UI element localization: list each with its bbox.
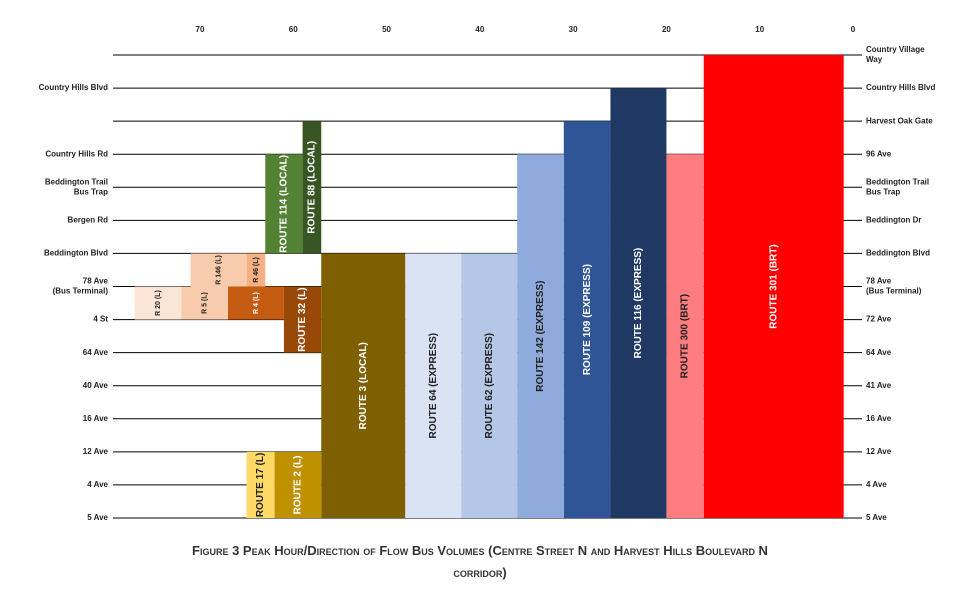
- left-stop-label: 64 Ave: [83, 348, 109, 357]
- right-stop-label: 64 Ave: [866, 348, 892, 357]
- right-stop-label: Harvest Oak Gate: [866, 116, 933, 125]
- route-bar: [246, 451, 275, 518]
- route-label: ROUTE 17 (L): [255, 453, 266, 517]
- left-stop-label: 12 Ave: [83, 447, 109, 456]
- route-bar: [461, 253, 518, 518]
- route-bar: [283, 286, 322, 353]
- x-tick-label: 30: [569, 25, 578, 34]
- route-label: ROUTE 88 (LOCAL): [307, 141, 318, 234]
- route-label: ROUTE 300 (BRT): [680, 294, 691, 378]
- route-label: ROUTE 62 (EXPRESS): [484, 333, 495, 439]
- x-tick-label: 50: [382, 25, 391, 34]
- route-bar: [134, 286, 182, 320]
- route-label: ROUTE 142 (EXPRESS): [535, 281, 546, 392]
- right-stop-label: 96 Ave: [866, 149, 892, 158]
- chart-title: Figure 3 Peak Hour/Direction of Flow Bus…: [192, 543, 768, 580]
- route-label: R 46 (L): [253, 257, 260, 283]
- left-stop-label: 4 Ave: [87, 480, 108, 489]
- route-label: ROUTE 114 (LOCAL): [279, 155, 290, 253]
- route-bar: [274, 451, 322, 518]
- left-stop-label: 40 Ave: [83, 381, 109, 390]
- route-bar: [610, 88, 667, 519]
- right-stop-label: Beddington Dr: [866, 215, 922, 224]
- left-stop-label: Country Hills Rd: [45, 149, 108, 158]
- right-stop-label: Beddington Trail Bus Trap: [866, 177, 929, 196]
- x-tick-label: 10: [755, 25, 764, 34]
- right-stop-label: 78 Ave (Bus Terminal): [866, 277, 922, 296]
- route-bar: [227, 286, 284, 320]
- route-label: ROUTE 3 (LOCAL): [358, 342, 369, 429]
- left-stop-label: 16 Ave: [83, 414, 109, 423]
- x-tick-label: 20: [662, 25, 671, 34]
- route-bar: [517, 154, 564, 518]
- right-stop-label: 41 Ave: [866, 381, 892, 390]
- x-tick-label: 40: [475, 25, 484, 34]
- right-stop-label: Country Village Way: [866, 45, 925, 64]
- route-bar: [265, 154, 303, 254]
- route-label: R 20 (L): [155, 290, 162, 316]
- x-tick-label: 0: [851, 25, 856, 34]
- route-label: ROUTE 32 (L): [297, 287, 308, 351]
- route-bar: [302, 121, 322, 254]
- chart: 70 60 50 40 30 20 10 0 Country Village Way Country…: [39, 25, 936, 522]
- right-stop-label: 72 Ave: [866, 315, 892, 324]
- left-stop-label: Beddington Trail Bus Trap: [45, 177, 108, 196]
- right-stop-label: 5 Ave: [866, 513, 887, 522]
- route-bar: [190, 253, 247, 287]
- route-bar: [666, 154, 704, 518]
- route-label: ROUTE 64 (EXPRESS): [428, 333, 439, 439]
- left-stop-label: 4 St: [93, 315, 108, 324]
- route-bar: [703, 55, 844, 518]
- route-bar: [181, 286, 228, 320]
- route-label: ROUTE 109 (EXPRESS): [582, 264, 593, 375]
- left-stop-label: 5 Ave: [87, 513, 108, 522]
- route-label: R 146 (L): [215, 255, 222, 285]
- left-stop-label: 78 Ave (Bus Terminal): [53, 277, 109, 296]
- route-label: R 5 (L): [201, 292, 208, 314]
- right-stop-label: 12 Ave: [866, 447, 892, 456]
- route-bar: [246, 253, 266, 287]
- left-stop-label: Country Hills Blvd: [39, 83, 108, 92]
- route-label: ROUTE 2 (L): [293, 455, 304, 514]
- route-label: ROUTE 116 (EXPRESS): [633, 248, 644, 359]
- route-bar: [563, 121, 611, 519]
- right-stop-label: 16 Ave: [866, 414, 892, 423]
- x-tick-label: 60: [289, 25, 298, 34]
- left-stop-label: Bergen Rd: [68, 215, 109, 224]
- x-tick-label: 70: [196, 25, 205, 34]
- route-label: R 4 (L): [253, 292, 260, 314]
- route-bar: [405, 253, 462, 518]
- right-stop-label: 4 Ave: [866, 480, 887, 489]
- left-stop-label: Beddington Blvd: [44, 249, 108, 258]
- route-bar: [321, 253, 406, 518]
- route-label: ROUTE 301 (BRT): [768, 244, 779, 328]
- right-stop-label: Beddington Blvd: [866, 249, 930, 258]
- right-stop-label: Country Hills Blvd: [866, 83, 935, 92]
